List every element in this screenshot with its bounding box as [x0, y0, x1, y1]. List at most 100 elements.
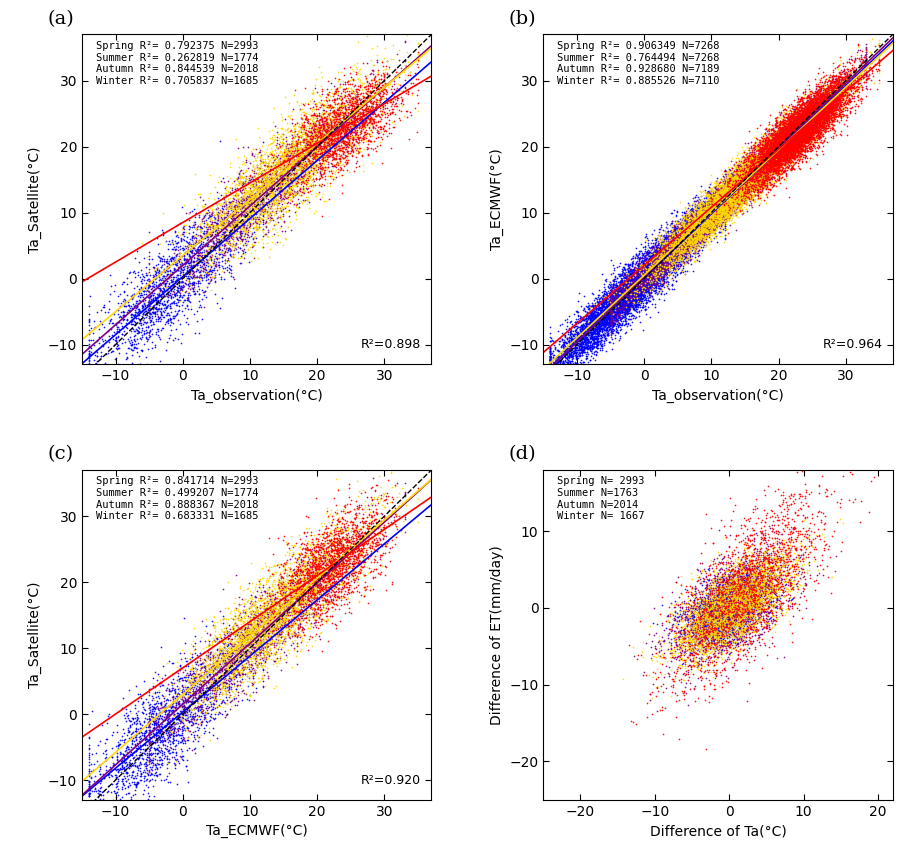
Point [149, 740, 164, 754]
Point [718, 200, 732, 214]
Point [256, 158, 271, 172]
Point [688, 215, 702, 229]
Point [235, 207, 250, 221]
Point [239, 213, 253, 227]
Point [741, 170, 755, 184]
Point [644, 271, 659, 285]
Point [707, 569, 722, 583]
Point [163, 313, 178, 327]
Point [684, 224, 699, 238]
Point [735, 174, 750, 187]
Point [411, 507, 425, 521]
Point [724, 176, 739, 190]
Point [688, 212, 702, 226]
Point [792, 130, 806, 144]
Point [650, 635, 665, 648]
Point [710, 202, 724, 216]
Point [633, 286, 648, 300]
Point [240, 632, 254, 646]
Point [787, 133, 802, 147]
Point [199, 654, 213, 667]
Point [781, 514, 795, 528]
Point [670, 246, 684, 260]
Point [729, 185, 743, 199]
Point [183, 654, 198, 668]
Point [253, 187, 268, 201]
Point [720, 596, 734, 610]
Point [225, 214, 240, 228]
Point [599, 309, 614, 322]
Point [584, 325, 599, 339]
Point [690, 619, 704, 633]
Point [680, 233, 694, 247]
Point [796, 121, 811, 135]
Point [589, 326, 603, 340]
Point [543, 359, 558, 373]
Point [605, 290, 619, 304]
Point [745, 172, 760, 186]
Point [776, 114, 791, 127]
Point [347, 525, 362, 539]
Point [799, 106, 814, 120]
Point [638, 281, 652, 295]
Point [763, 580, 778, 594]
Point [89, 335, 104, 348]
Point [755, 613, 770, 627]
Point [613, 304, 628, 317]
Point [775, 136, 790, 150]
Point [780, 574, 794, 588]
Point [241, 190, 255, 204]
Point [693, 223, 708, 237]
Point [543, 353, 558, 367]
Point [799, 122, 814, 136]
Point [802, 106, 816, 120]
Point [744, 174, 759, 187]
Point [352, 529, 366, 543]
Point [244, 654, 259, 668]
Point [718, 639, 732, 653]
Point [844, 66, 858, 80]
Point [821, 102, 835, 116]
Point [702, 206, 717, 219]
Point [711, 187, 726, 201]
Point [719, 624, 733, 638]
Point [781, 149, 795, 163]
Point [241, 196, 255, 210]
Point [325, 568, 340, 581]
Point [696, 217, 711, 230]
Point [239, 605, 253, 618]
Point [748, 580, 763, 593]
Point [335, 576, 350, 590]
Point [814, 79, 828, 93]
Point [114, 762, 128, 776]
Point [303, 572, 318, 586]
Point [680, 230, 694, 244]
Point [548, 366, 563, 379]
Point [206, 208, 220, 222]
Point [305, 181, 320, 194]
Point [822, 89, 836, 103]
Point [804, 115, 818, 129]
Point [726, 505, 741, 519]
Point [741, 562, 755, 575]
Point [782, 587, 796, 600]
Point [752, 147, 766, 161]
Point [779, 131, 793, 144]
Point [219, 632, 233, 646]
Point [663, 253, 678, 267]
Point [743, 171, 758, 185]
Point [173, 239, 188, 253]
Point [729, 178, 743, 192]
Point [322, 106, 336, 120]
Point [267, 577, 281, 591]
Point [815, 101, 830, 114]
Point [789, 133, 804, 147]
Point [803, 123, 817, 137]
Point [815, 102, 830, 116]
Point [658, 231, 672, 245]
Point [578, 332, 593, 346]
Point [192, 298, 207, 312]
Point [748, 157, 763, 170]
Point [179, 763, 194, 777]
Point [142, 295, 157, 309]
